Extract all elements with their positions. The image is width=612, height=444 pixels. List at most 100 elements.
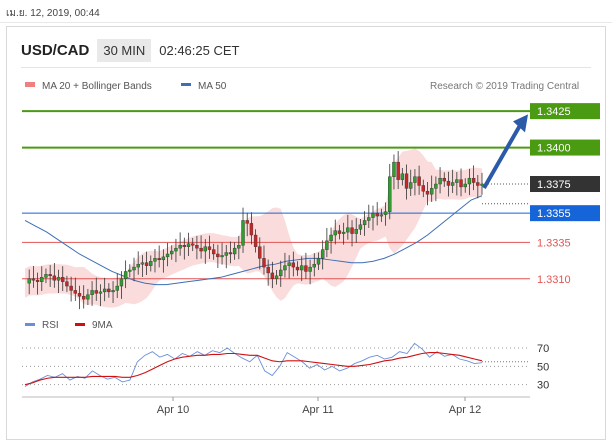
candle (266, 266, 270, 274)
candle (199, 247, 203, 252)
candle (258, 246, 262, 259)
copyright-text: Research © 2019 Trading Central (430, 81, 579, 92)
candle (429, 188, 434, 195)
rsi-ma-line (24, 352, 483, 386)
candle (132, 266, 136, 271)
rsi-ma-legend-swatch (75, 323, 85, 326)
rsi-tick-label: 70 (537, 343, 549, 355)
candle (367, 217, 371, 221)
candle (56, 277, 61, 281)
level-label: 1.3375 (537, 179, 571, 191)
candle (65, 281, 69, 287)
chart-time: 02:46:25 CET (159, 42, 240, 58)
candle (316, 258, 321, 265)
candle (279, 269, 283, 277)
candle (228, 252, 233, 255)
candle (438, 177, 442, 185)
ma20-legend-label: MA 20 + Bollinger Bands (42, 81, 152, 92)
candle (207, 246, 212, 250)
candle (115, 285, 119, 291)
level-label: 1.3335 (537, 237, 571, 249)
candle (325, 240, 329, 250)
candle (396, 161, 400, 180)
timestamp-bar: เม.ย. 12, 2019, 00:44 (0, 0, 612, 23)
candle (358, 224, 363, 230)
candle (123, 271, 128, 279)
candle (224, 252, 228, 256)
candle (337, 230, 342, 234)
rsi-tick-label: 30 (537, 380, 549, 392)
candle (157, 258, 161, 261)
candle (400, 173, 405, 180)
candle (220, 255, 224, 258)
candle (404, 173, 409, 189)
candle (346, 227, 350, 233)
candle (413, 176, 417, 183)
candle (153, 258, 157, 262)
candle (140, 262, 145, 265)
candle (471, 177, 476, 183)
candle (52, 275, 57, 281)
candle (161, 256, 166, 261)
candle (182, 245, 187, 247)
candle (425, 191, 430, 195)
candle (291, 262, 296, 268)
rsi-plot: 70 50 30 (22, 342, 549, 392)
candle (467, 177, 472, 185)
candle (388, 176, 392, 212)
candle (73, 290, 78, 294)
candle (476, 182, 480, 186)
rsi-ma-legend-label: 9MA (92, 320, 113, 331)
level-tag-current (530, 176, 600, 193)
x-tick-label: Apr 12 (449, 404, 481, 416)
candle (409, 182, 413, 189)
candle (48, 274, 52, 277)
candle (90, 290, 94, 295)
candle (144, 262, 149, 266)
candle (417, 176, 421, 186)
candle (61, 277, 65, 282)
candle (379, 214, 384, 217)
candle (442, 177, 446, 182)
ma50-legend-label: MA 50 (198, 81, 227, 92)
bollinger-band (25, 148, 482, 308)
candle (312, 263, 316, 268)
timeframe-badge[interactable]: 30 MIN (97, 38, 152, 62)
candle (308, 266, 312, 272)
candle (300, 265, 304, 271)
candle (119, 278, 124, 287)
candle (480, 183, 484, 186)
candle (186, 243, 191, 247)
level-label: 1.3310 (537, 274, 571, 286)
candle (459, 179, 463, 188)
candle (191, 243, 195, 246)
candle (249, 223, 254, 236)
candle (149, 261, 153, 266)
candle (446, 180, 451, 186)
candle (241, 220, 245, 246)
level-tag-resistance (530, 139, 600, 156)
candle (392, 161, 396, 177)
candle (69, 285, 73, 291)
level-label: 1.3400 (537, 143, 571, 155)
candle (237, 245, 241, 249)
candle (383, 211, 388, 215)
candle (362, 220, 367, 226)
candle (463, 183, 467, 188)
candle (111, 290, 115, 293)
header-divider (21, 67, 591, 68)
candle (270, 272, 275, 279)
candle (107, 288, 111, 293)
level-label: 1.3425 (537, 106, 571, 118)
candle (329, 234, 333, 242)
candle (98, 291, 103, 294)
candle (86, 294, 90, 300)
candle (94, 290, 98, 294)
projection-arrow-head (513, 114, 528, 133)
candle (203, 246, 207, 252)
rsi-legend-swatch (25, 323, 35, 326)
candle (165, 253, 170, 258)
x-axis: Apr 10 Apr 11 Apr 12 (157, 397, 481, 416)
candle (450, 182, 455, 186)
